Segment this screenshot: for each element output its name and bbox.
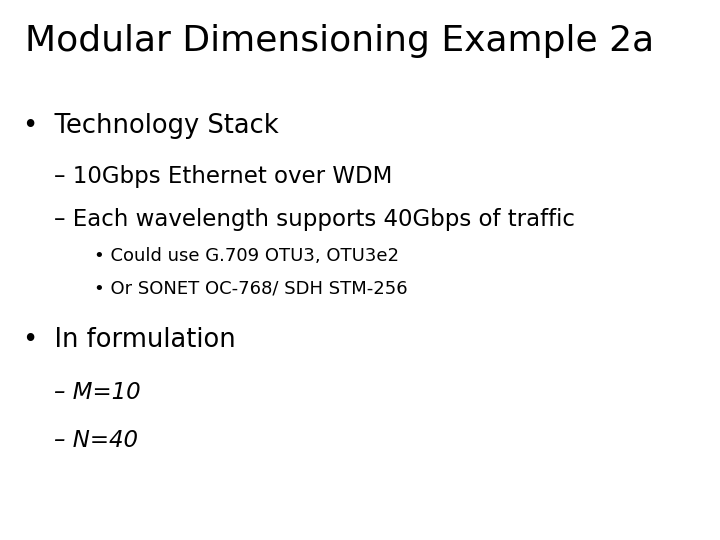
Text: •  Technology Stack: • Technology Stack [23, 113, 279, 139]
Text: • Could use G.709 OTU3, OTU3e2: • Could use G.709 OTU3, OTU3e2 [94, 247, 399, 265]
Text: •  In formulation: • In formulation [23, 327, 235, 353]
Text: – M=10: – M=10 [54, 381, 140, 404]
Text: Modular Dimensioning Example 2a: Modular Dimensioning Example 2a [25, 24, 654, 58]
Text: – Each wavelength supports 40Gbps of traffic: – Each wavelength supports 40Gbps of tra… [54, 208, 575, 231]
Text: – N=40: – N=40 [54, 429, 138, 453]
Text: • Or SONET OC-768/ SDH STM-256: • Or SONET OC-768/ SDH STM-256 [94, 279, 408, 297]
Text: – 10Gbps Ethernet over WDM: – 10Gbps Ethernet over WDM [54, 165, 392, 188]
